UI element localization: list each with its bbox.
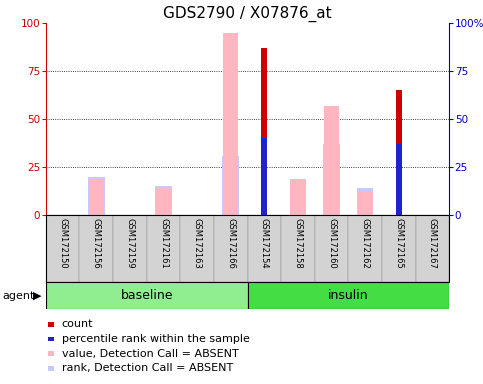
Text: value, Detection Call = ABSENT: value, Detection Call = ABSENT (62, 349, 239, 359)
Bar (147, 215, 180, 282)
Bar (315, 215, 348, 282)
Bar (88, 177, 105, 215)
Bar (80, 215, 113, 282)
Title: GDS2790 / X07876_at: GDS2790 / X07876_at (163, 5, 332, 22)
Bar (348, 215, 382, 282)
Text: percentile rank within the sample: percentile rank within the sample (62, 334, 250, 344)
Bar (261, 138, 268, 215)
Text: GSM172160: GSM172160 (327, 218, 336, 269)
Bar (281, 215, 315, 282)
Bar (248, 282, 449, 309)
Text: GSM172166: GSM172166 (226, 218, 235, 269)
Bar (261, 48, 268, 215)
Bar (323, 144, 340, 215)
Bar (357, 188, 373, 215)
Bar (46, 282, 248, 309)
Bar (180, 215, 214, 282)
Bar (357, 192, 373, 215)
Text: GSM172167: GSM172167 (428, 218, 437, 269)
Bar (324, 106, 339, 215)
Text: GSM172154: GSM172154 (260, 218, 269, 269)
Text: count: count (62, 319, 93, 329)
Text: rank, Detection Call = ABSENT: rank, Detection Call = ABSENT (62, 363, 233, 373)
Bar (113, 215, 147, 282)
Bar (248, 215, 281, 282)
Bar (155, 186, 172, 215)
Text: ▶: ▶ (33, 291, 42, 301)
Text: GSM172161: GSM172161 (159, 218, 168, 269)
Bar (46, 215, 80, 282)
Text: GSM172158: GSM172158 (294, 218, 302, 269)
Bar (382, 215, 415, 282)
Bar (223, 33, 238, 215)
Bar (396, 90, 402, 215)
Text: GSM172165: GSM172165 (394, 218, 403, 269)
Bar (396, 144, 402, 215)
Bar (222, 156, 239, 215)
Text: GSM172159: GSM172159 (126, 218, 134, 269)
Text: GSM172162: GSM172162 (361, 218, 369, 269)
Bar (415, 215, 449, 282)
Text: baseline: baseline (120, 289, 173, 302)
Text: GSM172150: GSM172150 (58, 218, 67, 269)
Bar (89, 179, 104, 215)
Bar (214, 215, 247, 282)
Text: insulin: insulin (328, 289, 369, 302)
Bar (290, 179, 306, 215)
Bar (156, 188, 171, 215)
Text: GSM172163: GSM172163 (193, 218, 201, 269)
Text: GSM172156: GSM172156 (92, 218, 101, 269)
Text: agent: agent (2, 291, 35, 301)
